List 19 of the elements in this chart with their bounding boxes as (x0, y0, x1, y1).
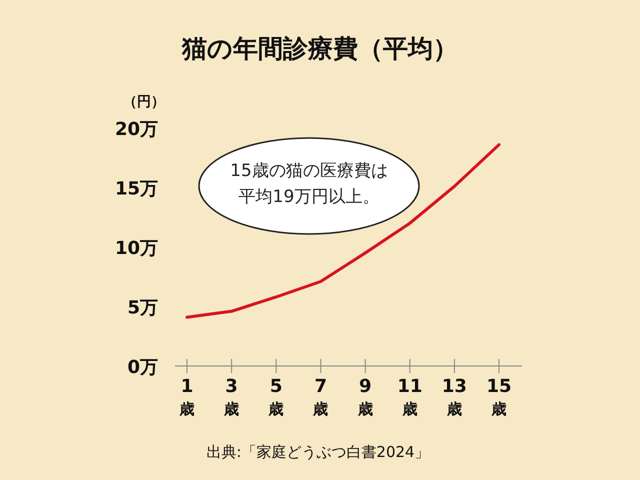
x-tick-label: 13歳 (442, 376, 467, 418)
line-series (186, 143, 500, 319)
x-tick-label: 3歳 (223, 376, 240, 418)
x-tick-label: 11歳 (397, 376, 422, 418)
x-tick-label: 9歳 (356, 376, 373, 418)
x-tick-label: 15歳 (486, 376, 512, 418)
annotation: 平均19万円以上。 (238, 187, 380, 207)
y-axis-title: （円） (123, 94, 165, 110)
x-tick-label: 5歳 (268, 376, 284, 418)
y-tick-label: 5万 (127, 298, 158, 318)
x-tick-label: 7歳 (312, 376, 328, 418)
chart-title: 猫の年間診療費（平均） (181, 34, 458, 63)
y-tick-label: 0万 (127, 357, 158, 378)
x-tick-label: 1歳 (178, 376, 194, 418)
y-tick-label: 10万 (114, 238, 158, 259)
source-note: 出典:「家庭どうぶつ白書2024」 (206, 443, 430, 461)
y-tick-label: 20万 (114, 119, 158, 140)
annotation: 15歳の猫の医療費は (230, 161, 388, 181)
y-tick-label: 15万 (114, 178, 158, 200)
